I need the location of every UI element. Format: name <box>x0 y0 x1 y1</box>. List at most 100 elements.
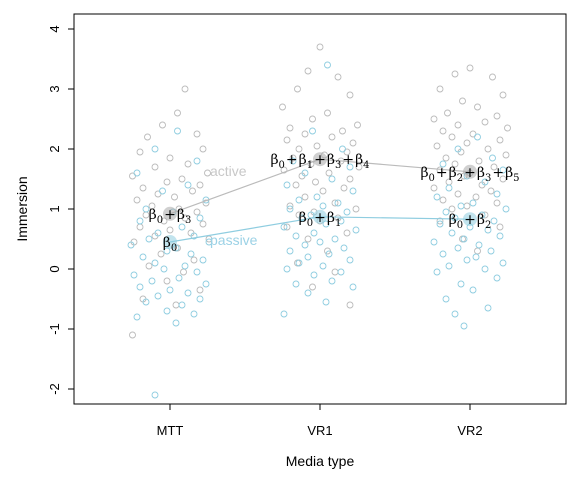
data-point-passive <box>499 166 507 174</box>
data-point-passive <box>457 202 465 210</box>
data-point-passive <box>283 265 291 273</box>
data-point-active <box>163 277 171 285</box>
data-point-active <box>309 283 316 291</box>
data-point-passive <box>463 256 471 264</box>
data-point-active <box>430 115 438 123</box>
data-point-passive <box>148 277 156 285</box>
data-point-active <box>301 130 309 138</box>
data-point-passive <box>295 259 303 267</box>
data-point-passive <box>493 274 501 282</box>
data-point-active <box>184 160 192 168</box>
data-point-active <box>346 91 354 99</box>
data-point-active <box>196 181 204 189</box>
data-point-active <box>439 127 447 135</box>
data-point-active <box>459 97 466 105</box>
data-point-passive <box>304 289 312 297</box>
data-point-passive <box>178 301 186 309</box>
data-point-passive <box>184 181 192 189</box>
data-point-passive <box>166 286 174 294</box>
data-point-passive <box>190 232 198 240</box>
data-point-active <box>436 85 444 93</box>
data-point-passive <box>199 256 207 264</box>
data-point-active <box>474 247 481 255</box>
data-point-active <box>451 70 459 78</box>
data-point-passive <box>328 175 336 183</box>
data-point-active <box>172 301 180 309</box>
data-point-active <box>319 187 327 195</box>
data-point-passive <box>460 322 468 330</box>
data-point-active <box>181 85 189 93</box>
data-point-passive <box>325 250 333 258</box>
data-point-passive <box>337 217 345 225</box>
data-point-passive <box>319 262 327 270</box>
data-point-passive <box>130 271 138 279</box>
data-point-passive <box>142 298 150 306</box>
data-point-active <box>157 250 165 258</box>
x-axis: MTT VR1 VR2 <box>157 404 483 438</box>
data-point-passive <box>193 157 201 165</box>
data-point-active <box>325 169 333 177</box>
data-point-passive <box>346 256 354 264</box>
data-point-passive <box>202 280 210 288</box>
data-point-active <box>352 205 360 213</box>
data-point-active <box>439 196 447 204</box>
data-point-passive <box>445 262 453 270</box>
data-point-active <box>442 154 450 162</box>
data-point-passive <box>309 127 316 135</box>
data-point-passive <box>334 199 342 207</box>
data-point-passive <box>475 241 483 249</box>
data-point-active <box>202 199 210 207</box>
data-point-active <box>451 160 459 168</box>
data-point-passive <box>474 133 481 141</box>
data-point-active <box>160 217 168 225</box>
data-point-active <box>279 103 286 111</box>
data-point-active <box>444 109 451 117</box>
data-point-passive <box>159 187 166 195</box>
data-point-active <box>313 142 321 150</box>
data-point-passive <box>442 295 450 303</box>
data-point-active <box>286 124 294 132</box>
data-point-passive <box>319 202 327 210</box>
data-point-active <box>496 223 504 231</box>
data-point-passive <box>187 250 195 258</box>
data-point-passive <box>436 220 444 228</box>
data-point-passive <box>322 220 330 228</box>
data-point-passive <box>487 247 495 255</box>
data-point-passive <box>142 205 150 213</box>
y-tick-label: 4 <box>47 25 62 32</box>
data-point-active <box>193 130 201 138</box>
data-point-active <box>289 154 297 162</box>
data-point-active <box>448 205 456 213</box>
data-point-passive <box>349 187 357 195</box>
data-point-active <box>304 235 312 243</box>
data-point-passive <box>430 238 438 246</box>
data-point-passive <box>313 193 321 201</box>
data-point-active <box>148 202 156 210</box>
mean-marker-passive <box>313 209 327 224</box>
data-point-passive <box>174 127 181 135</box>
data-point-active <box>180 268 187 276</box>
data-point-passive <box>489 154 496 162</box>
data-point-passive <box>127 241 135 249</box>
data-point-active <box>139 184 147 192</box>
data-point-active <box>343 229 351 237</box>
data-point-passive <box>280 310 288 318</box>
mean-marker-active <box>463 164 477 179</box>
labels-layer: β0​+β3​ β0​ β0​+β1​+β3​+β4​ β0​+β1​ β0​+β2​+… <box>149 152 520 254</box>
data-point-passive <box>493 190 501 198</box>
data-point-passive <box>286 205 294 213</box>
data-point-active <box>204 169 211 177</box>
data-point-active <box>166 226 174 234</box>
data-point-active <box>283 136 291 144</box>
data-point-active <box>355 163 363 171</box>
data-point-passive <box>145 235 153 243</box>
data-point-active <box>312 178 319 186</box>
data-point-passive <box>481 265 489 273</box>
annotation-passive: passive <box>210 232 258 248</box>
data-point-passive <box>349 283 357 291</box>
data-point-passive <box>502 205 510 213</box>
data-point-active <box>190 256 198 264</box>
equation-mtt-active: β0​+β3​ <box>149 207 192 226</box>
data-point-active <box>490 163 498 171</box>
data-point-passive <box>445 184 453 192</box>
